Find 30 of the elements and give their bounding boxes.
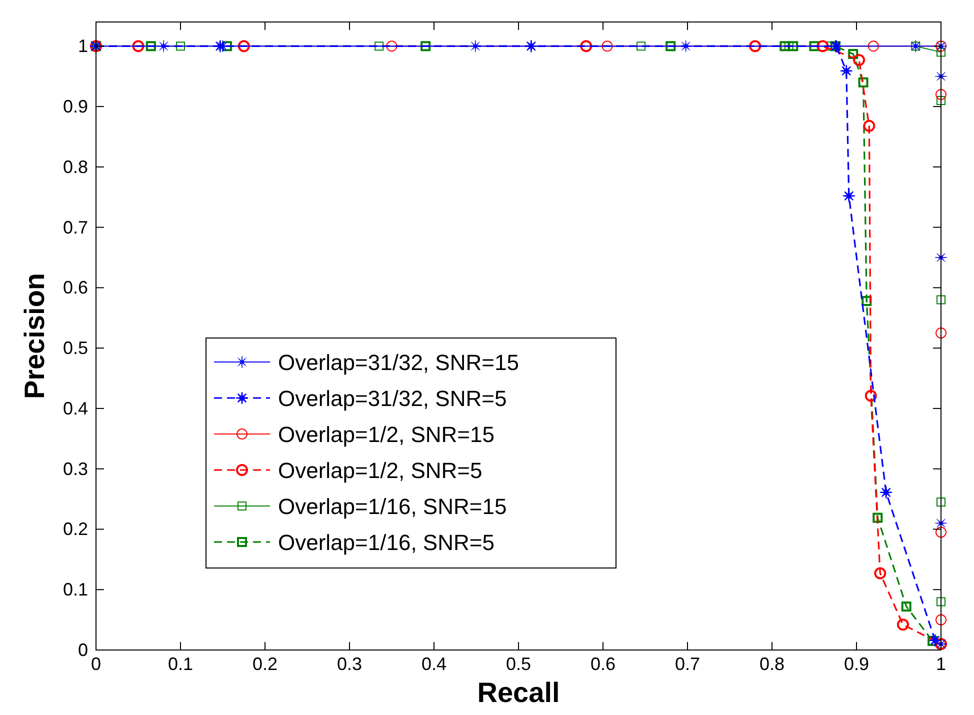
y-tick-label: 0 [78,640,88,660]
y-tick-label: 0.2 [62,519,88,540]
x-tick-label: 0.6 [590,654,616,674]
y-tick-label: 0.7 [62,217,88,238]
y-tick-label: 0.4 [62,398,88,418]
y-tick-label: 0.8 [62,156,88,177]
x-tick-label: 0.4 [421,654,447,674]
y-tick-label: 0.5 [62,338,88,358]
x-tick-label: 0.1 [168,654,194,674]
x-tick-label: 1 [936,654,946,674]
x-tick-label: 0.9 [844,654,870,674]
y-axis-title: Precision [19,272,50,400]
legend-label: Overlap=31/32, SNR=5 [278,386,507,411]
legend-label: Overlap=1/16, SNR=5 [278,530,494,555]
legend-label: Overlap=1/16, SNR=15 [278,494,507,519]
x-tick-label: 0.8 [759,654,785,674]
legend-label: Overlap=31/32, SNR=15 [278,350,519,375]
y-tick-label: 0.6 [62,278,88,298]
y-tick-label: 0.9 [62,96,88,117]
y-tick-label: 0.3 [62,458,88,479]
x-tick-label: 0.3 [336,654,362,674]
x-tick-label: 0.2 [252,654,278,674]
x-tick-label: 0.7 [674,654,700,674]
x-tick-label: 0 [90,654,102,674]
legend-label: Overlap=1/2, SNR=5 [278,458,482,483]
y-tick-label: 1 [78,36,88,56]
x-axis-title: Recall [477,677,560,708]
legend-label: Overlap=1/2, SNR=15 [278,422,494,447]
x-tick-label: 0.5 [506,654,532,674]
y-tick-label: 0.1 [62,580,88,600]
